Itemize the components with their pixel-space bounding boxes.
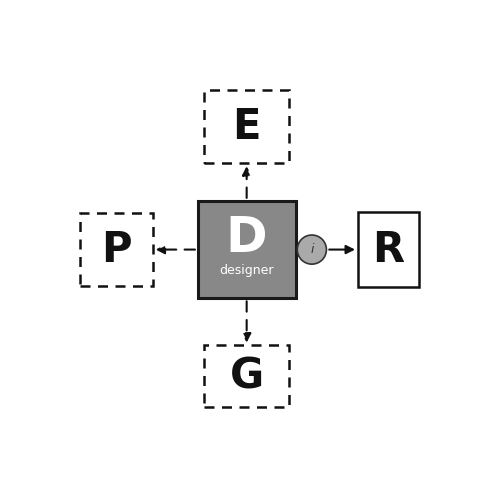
Bar	[358, 212, 419, 287]
Bar	[204, 346, 289, 407]
Text: E: E	[232, 106, 261, 148]
Circle shape	[298, 235, 326, 264]
Bar	[80, 213, 152, 286]
Text: P: P	[101, 229, 132, 270]
Text: designer: designer	[220, 264, 274, 277]
Text: i: i	[310, 243, 314, 256]
Text: D: D	[226, 214, 268, 262]
Text: R: R	[372, 229, 404, 270]
Text: G: G	[230, 355, 264, 397]
Bar	[198, 201, 296, 298]
Bar	[204, 91, 289, 163]
